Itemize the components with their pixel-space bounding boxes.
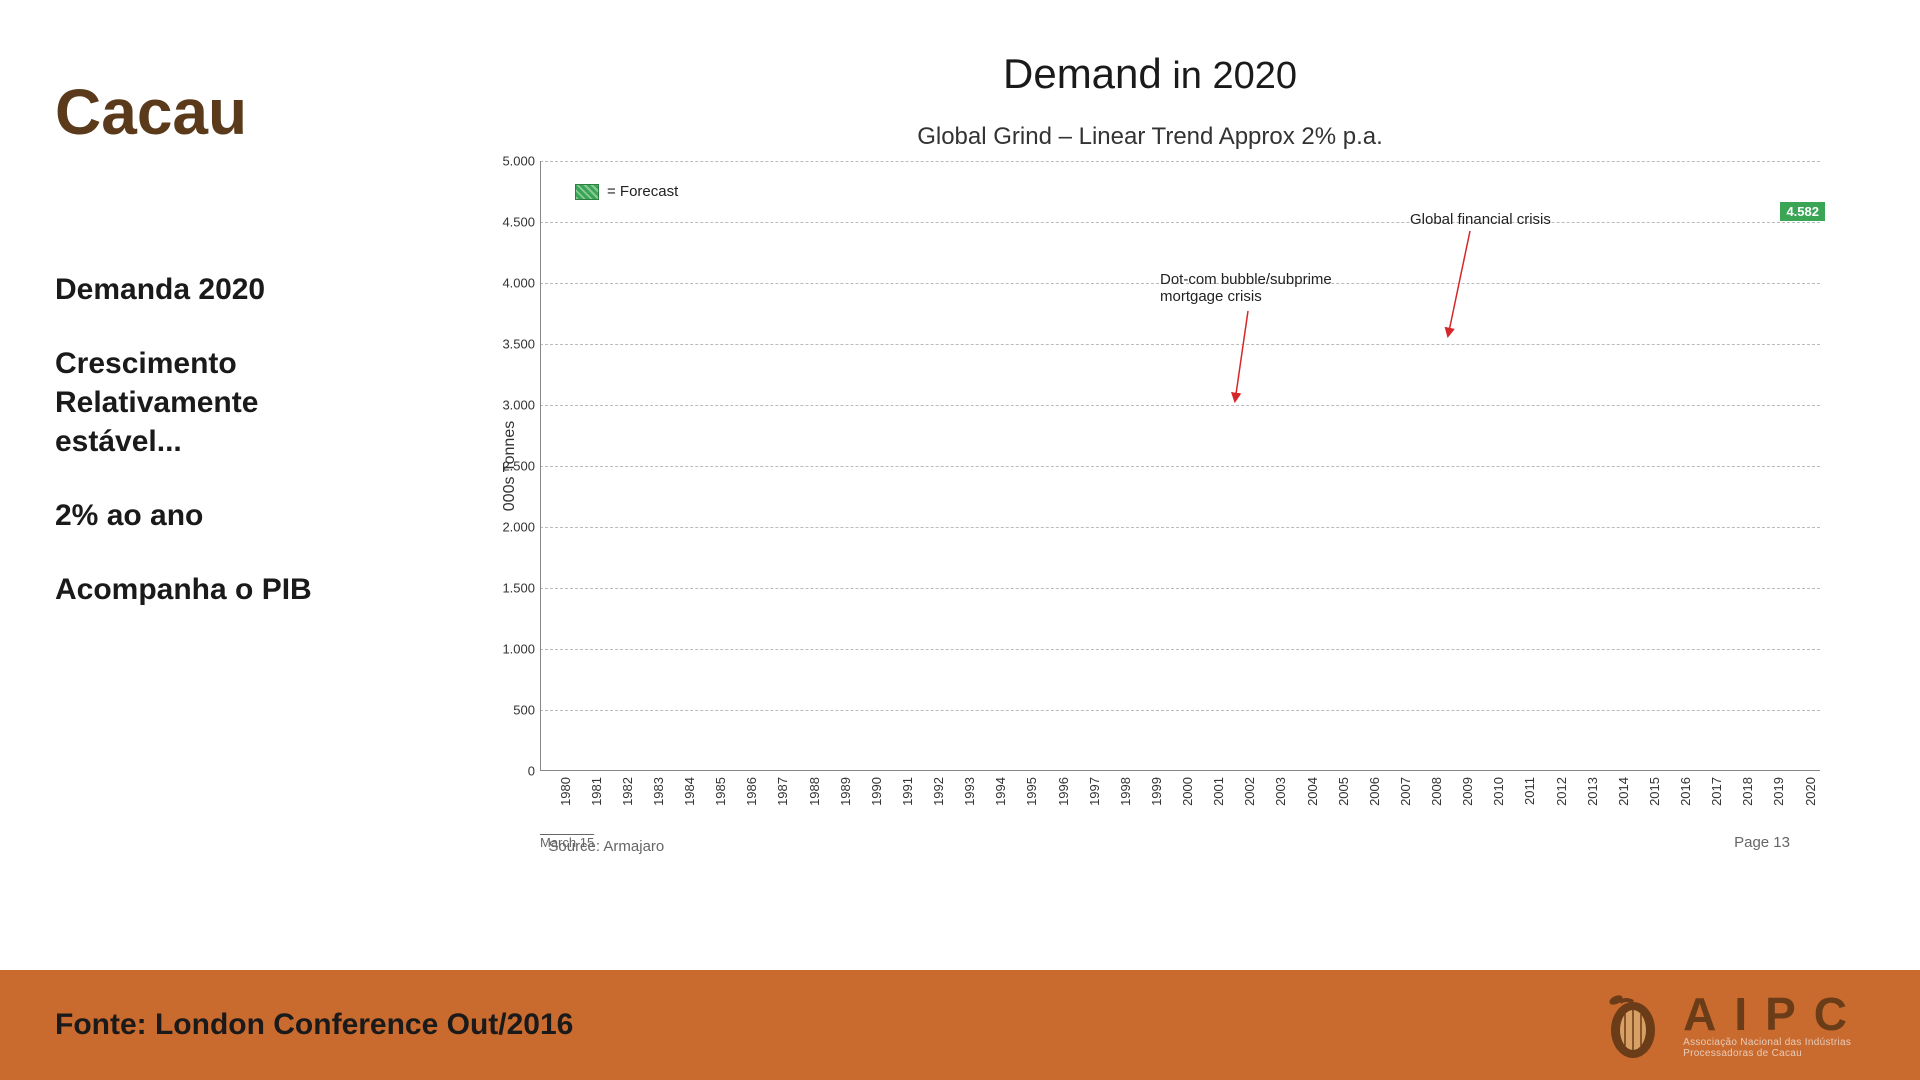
sidebar-line-4: Acompanha o PIB: [55, 570, 435, 609]
x-tick: 2009: [1460, 777, 1475, 806]
sidebar-line-2: Crescimento Relativamente estável...: [55, 344, 435, 461]
x-tick: 1983: [651, 777, 666, 806]
x-tick: 2007: [1398, 777, 1413, 806]
x-tick: 1991: [900, 777, 915, 806]
x-tick: 1980: [558, 777, 573, 806]
y-tick: 1.500: [485, 581, 535, 596]
annotation-dotcom: Dot-com bubble/subprime mortgage crisis: [1160, 271, 1332, 305]
y-tick: 5.000: [485, 154, 535, 169]
page-title: Cacau: [55, 75, 247, 149]
footer-source: Fonte: London Conference Out/2016: [55, 1008, 573, 1042]
chart-title: Demand in 2020: [450, 50, 1850, 98]
chart-subtitle: Global Grind – Linear Trend Approx 2% p.…: [450, 123, 1850, 151]
x-tick: 1985: [713, 777, 728, 806]
x-tick: 2012: [1554, 777, 1569, 806]
y-tick: 1.000: [485, 642, 535, 657]
aipc-sub2: Processadoras de Cacau: [1683, 1048, 1865, 1059]
x-tick: 1998: [1118, 777, 1133, 806]
legend-swatch-forecast: [575, 184, 599, 200]
y-tick: 4.000: [485, 276, 535, 291]
x-tick: 1981: [589, 777, 604, 806]
y-axis-ticks: 05001.0001.5002.0002.5003.0003.5004.0004…: [485, 161, 535, 771]
bars-container: 1980198119821983198419851986198719881989…: [540, 161, 1820, 771]
x-tick: 1990: [869, 777, 884, 806]
sidebar-notes: Demanda 2020 Crescimento Relativamente e…: [55, 270, 435, 644]
x-tick: 1984: [682, 777, 697, 806]
x-tick: 2000: [1180, 777, 1195, 806]
annotation-gfc: Global financial crisis: [1410, 211, 1551, 228]
x-tick: 1994: [993, 777, 1008, 806]
x-tick: 2019: [1771, 777, 1786, 806]
x-tick: 1996: [1056, 777, 1071, 806]
legend-label: = Forecast: [607, 183, 678, 200]
y-tick: 3.500: [485, 337, 535, 352]
x-tick: 1995: [1024, 777, 1039, 806]
x-tick: 1997: [1087, 777, 1102, 806]
chart-source: March 15 Source: Armajaro: [540, 834, 664, 851]
x-tick: 1987: [775, 777, 790, 806]
slide: Cacau Demanda 2020 Crescimento Relativam…: [0, 0, 1920, 1080]
sidebar-line-3: 2% ao ano: [55, 496, 435, 535]
cocoa-pod-icon: [1598, 990, 1668, 1060]
x-tick: 2016: [1678, 777, 1693, 806]
plot-area: 000s Tonnes 05001.0001.5002.0002.5003.00…: [540, 161, 1820, 771]
aipc-sub1: Associação Nacional das Indústrias: [1683, 1037, 1865, 1048]
x-tick: 2015: [1647, 777, 1662, 806]
final-value-badge: 4.582: [1780, 202, 1825, 221]
x-tick: 2013: [1585, 777, 1600, 806]
x-tick: 1999: [1149, 777, 1164, 806]
page-number: Page 13: [1734, 834, 1790, 851]
y-tick: 3.000: [485, 398, 535, 413]
x-tick: 2006: [1367, 777, 1382, 806]
y-tick: 4.500: [485, 215, 535, 230]
x-tick: 1989: [838, 777, 853, 806]
x-tick: 2011: [1522, 777, 1537, 805]
x-tick: 2005: [1336, 777, 1351, 806]
y-tick: 2.000: [485, 520, 535, 535]
legend: = Forecast: [575, 183, 678, 200]
x-tick: 2017: [1709, 777, 1724, 806]
y-tick: 500: [485, 703, 535, 718]
x-tick: 2008: [1429, 777, 1444, 806]
y-tick: 0: [485, 764, 535, 779]
x-tick: 2018: [1740, 777, 1755, 806]
x-tick: 1988: [807, 777, 822, 806]
x-tick: 2004: [1305, 777, 1320, 806]
x-tick: 2001: [1211, 777, 1226, 806]
x-tick: 1993: [962, 777, 977, 806]
x-tick: 1992: [931, 777, 946, 806]
demand-chart: Demand in 2020 Global Grind – Linear Tre…: [450, 50, 1850, 880]
x-tick: 2014: [1616, 777, 1631, 806]
aipc-logo: AIPC Associação Nacional das Indústrias …: [1598, 990, 1865, 1060]
x-tick: 1982: [620, 777, 635, 806]
x-tick: 2010: [1491, 777, 1506, 806]
y-tick: 2.500: [485, 459, 535, 474]
aipc-text: AIPC Associação Nacional das Indústrias …: [1683, 991, 1865, 1059]
x-tick: 2003: [1273, 777, 1288, 806]
sidebar-line-1: Demanda 2020: [55, 270, 435, 309]
x-tick: 2002: [1242, 777, 1257, 806]
x-tick: 2020: [1803, 777, 1818, 806]
aipc-letters: AIPC: [1683, 991, 1865, 1037]
footer-bar: Fonte: London Conference Out/2016 AIPC A…: [0, 970, 1920, 1080]
x-tick: 1986: [744, 777, 759, 806]
